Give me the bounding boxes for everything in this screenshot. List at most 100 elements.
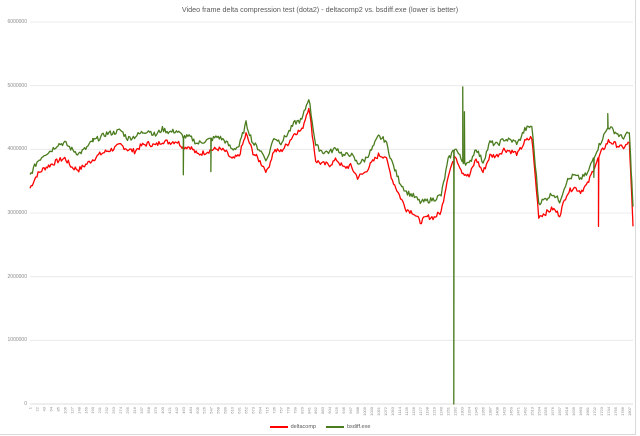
x-tick-label: 778 — [285, 406, 290, 413]
x-tick-label: 799 — [292, 406, 297, 413]
x-tick-label: 631 — [237, 406, 242, 413]
x-tick-label: 1156 — [411, 406, 416, 415]
x-tick-label: 1408 — [494, 406, 499, 416]
gridlines — [30, 21, 633, 405]
x-tick-label: 610 — [230, 406, 235, 413]
x-tick-label: 1009 — [362, 406, 367, 416]
x-tick-label: 568 — [216, 406, 221, 413]
x-tick-label: 316 — [132, 406, 137, 413]
x-tick-label: 1 — [28, 406, 33, 409]
x-tick-label: 1177 — [418, 406, 423, 415]
x-tick-label: 211 — [97, 406, 102, 413]
x-tick-label: 1513 — [529, 406, 534, 416]
x-tick-label: 232 — [104, 406, 109, 413]
x-tick-label: 652 — [244, 406, 249, 413]
x-tick-label: 505 — [195, 406, 200, 413]
x-tick-label: 883 — [320, 406, 325, 413]
x-tick-label: 1114 — [397, 406, 402, 415]
series-line-bsdiff-exe — [29, 86, 634, 405]
x-tick-label: 1282 — [453, 406, 458, 416]
y-tick-label: 4000000 — [7, 146, 27, 153]
y-tick-label: 0 — [24, 401, 27, 407]
x-tick-label: 862 — [313, 406, 318, 413]
x-tick-label: 358 — [146, 406, 151, 413]
x-tick-label: 253 — [111, 406, 116, 413]
x-tick-label: 1807 — [627, 406, 632, 416]
x-tick-label: 1450 — [508, 406, 513, 416]
x-tick-label: 1597 — [557, 406, 562, 416]
x-tick-label: 715 — [264, 406, 269, 413]
x-tick-label: 1345 — [474, 406, 479, 416]
x-tick-label: 1051 — [376, 406, 381, 416]
x-tick-label: 1618 — [564, 406, 569, 416]
x-tick-label: 1765 — [613, 406, 618, 416]
x-tick-label: 904 — [327, 406, 332, 413]
legend: deltacomp bsdiff.exe — [0, 424, 640, 430]
x-tick-label: 1387 — [487, 406, 492, 416]
y-tick-label: 2000000 — [7, 273, 27, 280]
legend-item-deltacomp[interactable]: deltacomp — [269, 424, 316, 430]
x-tick-label: 1534 — [536, 406, 541, 416]
x-axis-labels: 1 22 43 64 85 106 127 148 169 190 211 232 253 274 295 3… — [28, 406, 632, 416]
x-tick-label: 295 — [125, 406, 130, 413]
series-lines — [29, 86, 634, 405]
y-tick-label: 5000000 — [7, 82, 27, 89]
y-tick-label: 3000000 — [7, 210, 27, 216]
x-tick-label: 1723 — [599, 406, 604, 416]
x-tick-label: 946 — [341, 406, 346, 413]
x-tick-label: 1198 — [425, 406, 430, 415]
x-tick-label: 127 — [69, 406, 74, 413]
x-tick-label: 925 — [334, 406, 339, 413]
x-tick-label: 1135 — [404, 406, 409, 415]
x-tick-label: 400 — [160, 406, 165, 413]
x-tick-label: 1471 — [515, 406, 520, 416]
x-tick-label: 736 — [271, 406, 276, 413]
legend-item-bsdiff[interactable]: bsdiff.exe — [325, 424, 371, 430]
y-tick-label: 6000000 — [7, 19, 27, 25]
x-tick-label: 1261 — [446, 406, 451, 416]
x-tick-label: 1429 — [501, 406, 506, 416]
x-tick-label: 547 — [209, 406, 214, 413]
x-tick-label: 1639 — [571, 406, 576, 416]
x-tick-label: 694 — [257, 406, 262, 413]
legend-label: bsdiff.exe — [346, 424, 371, 430]
x-tick-label: 1492 — [522, 406, 527, 416]
x-tick-label: 1030 — [369, 406, 374, 416]
x-tick-label: 22 — [34, 406, 39, 411]
x-tick-label: 64 — [48, 406, 53, 411]
x-tick-label: 1366 — [480, 406, 485, 416]
x-tick-label: 1219 — [432, 406, 437, 416]
x-tick-label: 820 — [299, 406, 304, 413]
x-tick-label: 757 — [278, 406, 283, 413]
x-tick-label: 1702 — [592, 406, 597, 416]
series-line-deltacomp — [29, 107, 634, 228]
x-tick-label: 442 — [174, 406, 179, 413]
x-tick-label: 1786 — [620, 406, 625, 416]
x-tick-label: 589 — [223, 406, 228, 413]
x-tick-label: 526 — [202, 406, 207, 413]
x-tick-label: 421 — [167, 406, 172, 413]
legend-swatch-green — [325, 426, 344, 428]
x-tick-label: 988 — [355, 406, 360, 413]
x-tick-label: 1681 — [585, 406, 590, 416]
x-tick-label: 1555 — [543, 406, 548, 416]
legend-label: deltacomp — [290, 424, 316, 430]
x-tick-label: 967 — [348, 406, 353, 413]
x-tick-label: 337 — [139, 406, 144, 413]
x-tick-label: 1744 — [606, 406, 611, 416]
x-tick-label: 463 — [181, 406, 186, 413]
x-tick-label: 274 — [118, 406, 123, 413]
x-tick-label: 379 — [153, 406, 158, 413]
x-tick-label: 1324 — [467, 406, 472, 416]
x-tick-label: 1072 — [383, 406, 388, 416]
x-tick-label: 190 — [90, 406, 95, 413]
x-tick-label: 1660 — [578, 406, 583, 416]
x-tick-label: 841 — [306, 406, 311, 413]
x-tick-label: 1303 — [460, 406, 465, 416]
x-tick-label: 43 — [41, 406, 46, 411]
x-tick-label: 85 — [55, 406, 60, 411]
x-tick-label: 1240 — [439, 406, 444, 416]
